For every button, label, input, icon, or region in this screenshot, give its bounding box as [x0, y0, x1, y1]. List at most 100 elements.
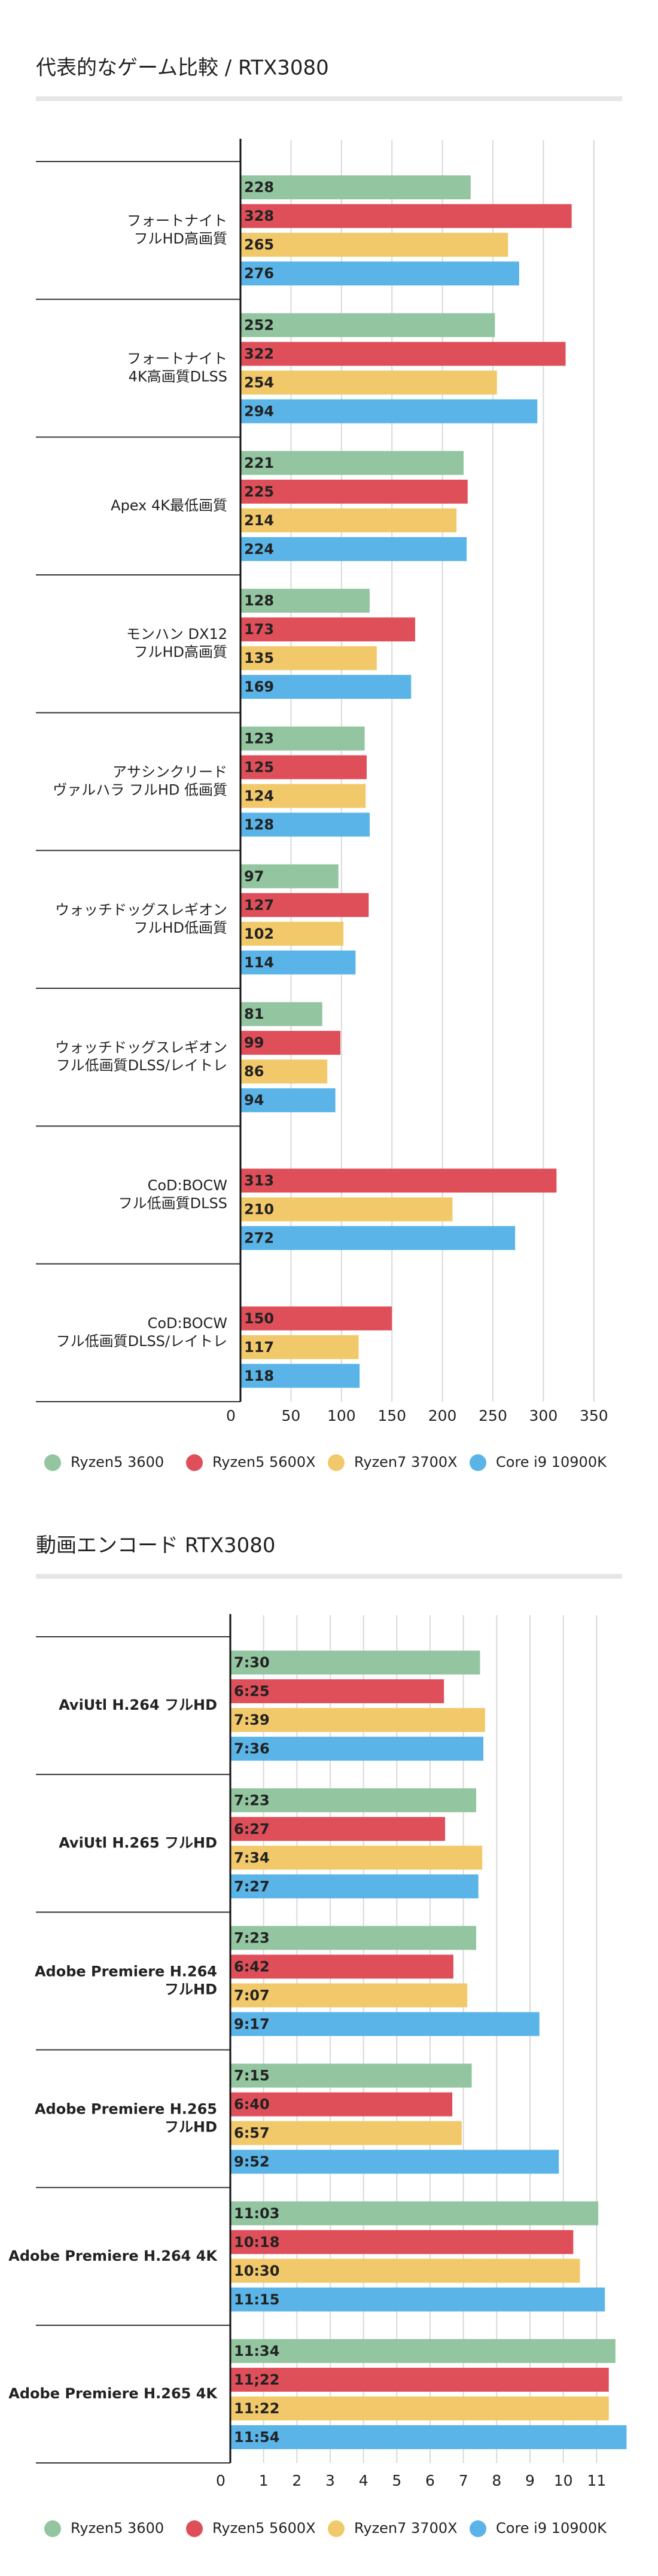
value-label: 125: [244, 759, 274, 776]
legend-swatch: [44, 2520, 61, 2537]
value-label: 173: [244, 621, 274, 638]
category-label: CoD:BOCW フル低画質DLSS/レイトレ: [56, 1315, 227, 1350]
value-label: 6:27: [234, 1820, 270, 1837]
bar: [230, 1926, 477, 1950]
value-label: 11;22: [234, 2371, 279, 2388]
category-label: Adobe Premiere H.265 4K: [8, 2385, 218, 2402]
value-label: 99: [244, 1034, 264, 1051]
value-label: 322: [244, 346, 274, 363]
x-tick-label: 2: [292, 2472, 301, 2489]
value-label: 117: [244, 1339, 274, 1356]
value-label: 150: [244, 1310, 274, 1327]
bar: [240, 204, 572, 229]
x-tick-label: 9: [525, 2472, 535, 2489]
x-tick-label: 4: [359, 2472, 368, 2489]
x-tick-label: 350: [580, 1407, 608, 1424]
value-label: 6:57: [234, 2125, 270, 2142]
value-label: 224: [244, 541, 274, 558]
bar: [240, 537, 467, 561]
x-tick-label: 250: [479, 1407, 507, 1424]
value-label: 9:17: [234, 2015, 270, 2032]
bar: [230, 2012, 540, 2036]
value-label: 118: [244, 1368, 274, 1384]
bar: [230, 2258, 580, 2283]
category-label: Apex 4K最低画質: [111, 497, 227, 514]
bar: [230, 2339, 616, 2363]
bar: [230, 1954, 453, 1979]
chart-title: 代表的なゲーム比較 / RTX3080: [36, 56, 329, 80]
value-label: 128: [244, 817, 274, 833]
value-label: 81: [244, 1006, 264, 1022]
bar: [240, 175, 471, 200]
bar: [240, 1059, 328, 1084]
bar: [240, 370, 497, 395]
value-label: 254: [244, 374, 274, 391]
legend-swatch: [328, 1454, 345, 1471]
bar: [230, 1679, 444, 1704]
value-label: 313: [244, 1173, 274, 1189]
legend-label: Core i9 10900K: [496, 1454, 607, 1470]
value-label: 135: [244, 650, 274, 666]
bar: [240, 1168, 557, 1193]
value-label: 272: [244, 1230, 274, 1247]
bar: [240, 261, 519, 286]
bar: [240, 893, 369, 917]
bar: [230, 1846, 483, 1870]
value-label: 210: [244, 1201, 274, 1218]
value-label: 6:25: [234, 1683, 270, 1700]
bar: [230, 1983, 468, 2008]
value-label: 7:34: [234, 1849, 270, 1866]
value-label: 11:34: [234, 2343, 279, 2359]
value-label: 86: [244, 1063, 264, 1080]
chart: 動画エンコード RTX3080 0 1 2 3 4 5 6 7 8 9 10 11 AviUtl H.26…: [8, 1534, 627, 2537]
bar: [240, 1335, 359, 1359]
value-label: 11:15: [234, 2291, 279, 2308]
value-label: 7:39: [234, 1712, 270, 1728]
bar: [240, 233, 508, 257]
bar: [230, 2092, 453, 2117]
bar: [240, 950, 356, 975]
bar: [240, 646, 377, 671]
bar: [230, 1708, 485, 1732]
legend-swatch: [186, 1454, 203, 1471]
bar: [240, 864, 339, 888]
bar: [230, 1874, 479, 1899]
bar: [230, 1651, 480, 1675]
value-label: 124: [244, 788, 274, 805]
bar: [240, 617, 416, 642]
value-label: 102: [244, 925, 274, 942]
category-label: ウォッチドッグスレギオンフル低画質DLSS/レイトレ: [55, 1039, 227, 1074]
value-label: 11:54: [234, 2429, 279, 2446]
category-label: Adobe Premiere H.264 4K: [8, 2248, 218, 2264]
value-label: 221: [244, 455, 274, 471]
x-tick-label: 3: [325, 2472, 335, 2489]
value-label: 11:22: [234, 2400, 279, 2417]
bar: [230, 2063, 472, 2088]
value-label: 214: [244, 512, 274, 529]
bar: [230, 1788, 477, 1813]
bar: [230, 2149, 559, 2174]
legend-label: Ryzen5 5600X: [212, 2520, 316, 2537]
value-label: 114: [244, 954, 274, 971]
category-label: ウォッチドッグスレギオンフルHD低画質: [55, 902, 227, 936]
x-tick-label: 50: [281, 1407, 300, 1424]
x-tick-label: 0: [226, 1407, 236, 1424]
legend-label: Ryzen5 5600X: [212, 1454, 316, 1470]
legend-swatch: [470, 2520, 486, 2537]
value-label: 276: [244, 265, 274, 282]
x-tick-label: 1: [259, 2472, 269, 2489]
legend-swatch: [44, 1454, 61, 1471]
bar: [240, 450, 464, 475]
bar: [240, 508, 457, 532]
value-label: 252: [244, 317, 274, 334]
category-label: AviUtl H.264 フルHD: [59, 1697, 217, 1713]
x-tick-label: 11: [587, 2472, 606, 2489]
bar: [230, 2425, 627, 2449]
value-label: 128: [244, 592, 274, 609]
x-tick-label: 100: [327, 1407, 356, 1424]
x-tick-label: 300: [529, 1407, 558, 1424]
x-tick-label: 5: [392, 2472, 401, 2489]
bar: [240, 1197, 453, 1222]
x-tick-label: 10: [554, 2472, 573, 2489]
x-tick-label: 7: [459, 2472, 468, 2489]
